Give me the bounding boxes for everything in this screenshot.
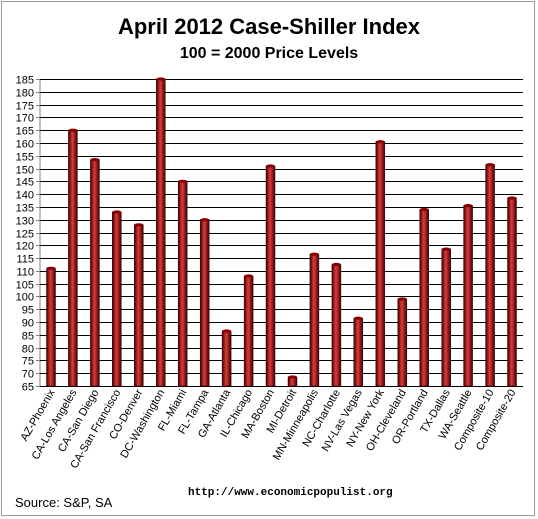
- bar-cap: [419, 207, 429, 212]
- bar-ca-los-angeles: [68, 129, 78, 387]
- bar-oh-cleveland: [397, 298, 408, 387]
- y-tick-label: 155: [16, 152, 34, 164]
- y-tick-label: 130: [16, 216, 34, 228]
- bar-nv-las-vegas: [353, 317, 364, 387]
- bar-mn-minneapolis: [309, 253, 320, 387]
- bar-cap: [46, 266, 56, 270]
- bar-il-chicago: [243, 275, 254, 387]
- y-tick-label: 165: [16, 126, 34, 138]
- bar-composite-10: [485, 164, 495, 387]
- bar-fl-miami: [177, 181, 188, 387]
- bar-cap: [68, 128, 78, 132]
- bar-cap: [507, 196, 517, 200]
- bar-cap: [331, 262, 341, 267]
- y-tick-label: 110: [16, 267, 34, 279]
- y-tick-label: 135: [16, 203, 34, 215]
- y-tick-label: 100: [16, 292, 34, 304]
- y-tick-label: 95: [22, 305, 34, 317]
- chart-subtitle: 100 = 2000 Price Levels: [179, 45, 359, 62]
- bar-ca-san-francisco: [112, 211, 122, 387]
- bar-wa-seattle: [463, 205, 473, 387]
- bar-or-portland: [419, 209, 429, 387]
- y-tick-label: 170: [16, 113, 34, 125]
- bar-cap: [112, 210, 122, 214]
- bar-ny-new-york: [375, 141, 386, 387]
- y-tick-label: 140: [16, 190, 34, 202]
- bar-cap: [288, 375, 297, 379]
- y-tick-label: 120: [16, 241, 34, 253]
- bar-cap: [441, 247, 451, 251]
- bar-cap: [244, 274, 254, 278]
- bar-cap: [222, 329, 232, 333]
- bar-cap: [134, 223, 144, 227]
- y-tick-label: 65: [22, 382, 34, 394]
- bar-cap: [397, 297, 407, 301]
- bar-cap: [309, 252, 319, 256]
- bar-fl-tampa: [199, 219, 210, 387]
- bar-ca-san-diego: [90, 159, 100, 387]
- bar-cap: [463, 204, 473, 208]
- y-tick-label: 145: [16, 177, 34, 189]
- bars: [46, 77, 517, 387]
- y-tick-label: 90: [22, 318, 34, 330]
- y-tick-label: 175: [16, 101, 34, 113]
- y-tick-label: 85: [22, 331, 34, 343]
- bar-ga-atlanta: [221, 330, 232, 387]
- bar-ma-boston: [265, 165, 276, 387]
- source-url[interactable]: http://www.economicpopulist.org: [188, 487, 393, 499]
- bar-dc-washington: [156, 78, 166, 387]
- y-tick-label: 105: [16, 280, 34, 292]
- chart-title: April 2012 Case-Shiller Index: [117, 14, 421, 39]
- y-tick-label: 70: [22, 369, 34, 381]
- y-axis-ticks: 6570758085909510010511011512012513013514…: [16, 75, 40, 394]
- bar-composite-20: [507, 197, 517, 387]
- bar-cap: [375, 140, 385, 144]
- y-tick-label: 180: [16, 88, 34, 100]
- y-tick-label: 125: [16, 229, 34, 241]
- y-tick-label: 160: [16, 139, 34, 151]
- y-tick-label: 185: [16, 75, 34, 87]
- y-tick-label: 75: [22, 356, 34, 368]
- bar-cap: [90, 158, 100, 162]
- bar-cap: [266, 164, 275, 168]
- y-tick-label: 150: [16, 165, 34, 177]
- bar-cap: [156, 77, 166, 81]
- bar-cap: [353, 316, 363, 320]
- bar-cap: [485, 163, 495, 167]
- bar-tx-dallas: [441, 248, 451, 387]
- bar-nc-charlotte: [331, 264, 342, 387]
- bar-cap: [200, 218, 210, 222]
- y-tick-label: 115: [16, 254, 34, 266]
- y-tick-label: 80: [22, 344, 34, 356]
- bar-co-denver: [134, 224, 144, 387]
- bar-az-phoenix: [46, 268, 56, 387]
- bar-cap: [178, 179, 188, 183]
- source-note: Source: S&P, SA: [15, 495, 113, 510]
